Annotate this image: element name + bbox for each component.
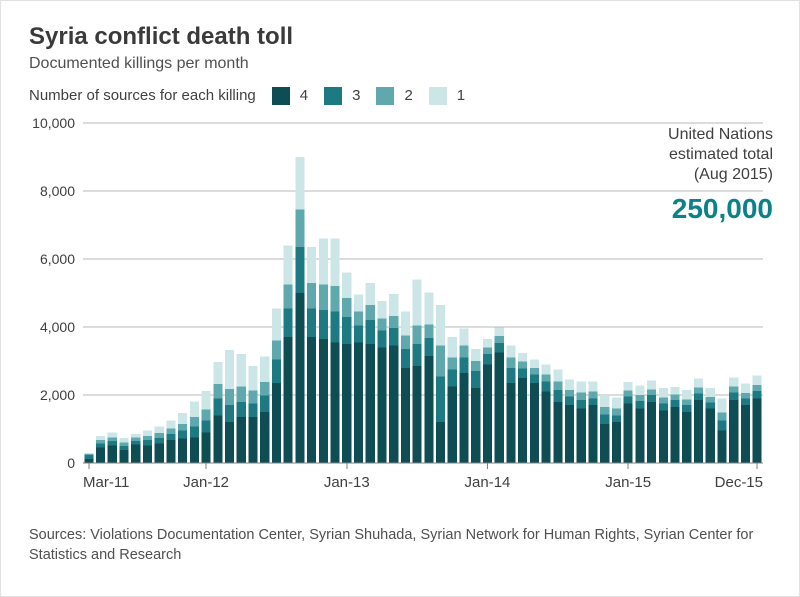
legend-swatch-2 — [376, 87, 394, 105]
chart-svg: 0 2,000 4,000 6,000 8,000 10,000 Mar-11 Jan-12 J… — [29, 113, 773, 513]
svg-text:8,000: 8,000 — [40, 183, 75, 199]
svg-text:2,000: 2,000 — [40, 387, 75, 403]
svg-text:Mar-11: Mar-11 — [83, 474, 129, 491]
sources-text: Sources: Violations Documentation Center… — [29, 525, 771, 566]
legend-swatch-4 — [272, 87, 290, 105]
svg-text:Jan-13: Jan-13 — [324, 474, 370, 491]
chart-subtitle: Documented killings per month — [29, 55, 771, 73]
annotation-callout: United Nations estimated total (Aug 2015… — [668, 125, 773, 226]
legend-swatch-3 — [324, 87, 342, 105]
chart-card: Syria conflict death toll Documented kil… — [0, 0, 800, 597]
annotation-line-1: United Nations — [668, 125, 773, 145]
svg-text:Jan-12: Jan-12 — [183, 474, 229, 491]
legend: Number of sources for each killing 4 3 2… — [29, 87, 771, 105]
svg-text:Jan-14: Jan-14 — [465, 474, 511, 491]
legend-swatch-3-label: 3 — [352, 87, 360, 104]
svg-text:6,000: 6,000 — [40, 251, 75, 267]
legend-swatch-4-label: 4 — [300, 87, 308, 104]
legend-label: Number of sources for each killing — [29, 87, 256, 104]
svg-text:0: 0 — [67, 455, 75, 471]
svg-text:4,000: 4,000 — [40, 319, 75, 335]
legend-swatch-1-label: 1 — [457, 87, 465, 104]
annotation-line-2: estimated total — [668, 145, 773, 165]
svg-text:10,000: 10,000 — [32, 115, 75, 131]
svg-text:Dec-15: Dec-15 — [715, 474, 763, 491]
annotation-line-3: (Aug 2015) — [668, 165, 773, 185]
legend-swatch-1 — [429, 87, 447, 105]
annotation-value: 250,000 — [668, 191, 773, 226]
svg-text:Jan-15: Jan-15 — [605, 474, 651, 491]
legend-swatch-2-label: 2 — [404, 87, 412, 104]
chart-title: Syria conflict death toll — [29, 23, 771, 51]
chart-area: 0 2,000 4,000 6,000 8,000 10,000 Mar-11 Jan-12 J… — [29, 113, 773, 513]
